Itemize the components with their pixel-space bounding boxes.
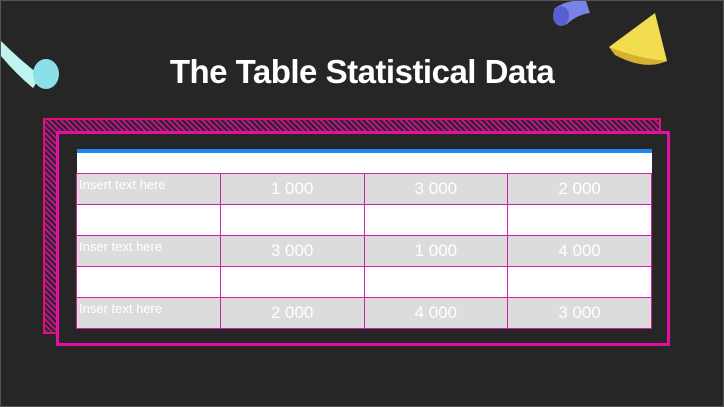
- row-label: Inser text here: [76, 234, 221, 267]
- cell-value: [507, 203, 652, 236]
- cell-value: [507, 265, 652, 298]
- cell-value: 4 000: [507, 234, 652, 267]
- cell-value: 3 000: [219, 234, 365, 267]
- table-row: [76, 203, 652, 236]
- cell-value: [219, 265, 365, 298]
- cell-value: 1 000: [219, 172, 365, 205]
- table-row: Inser text here 2 000 4 000 3 000: [76, 296, 652, 329]
- cell-value: [363, 203, 509, 236]
- row-label: [76, 265, 221, 298]
- table-row: [76, 265, 652, 298]
- slide-title: The Table Statistical Data: [169, 53, 555, 90]
- cell-value: 2 000: [507, 172, 652, 205]
- cell-value: [219, 203, 365, 236]
- table-row: Insert text here 1 000 3 000 2 000: [76, 172, 652, 205]
- row-label: [76, 203, 221, 236]
- blue-pipe-decoration: [553, 1, 590, 26]
- yellow-cone-decoration: [609, 13, 667, 65]
- cell-value: 3 000: [507, 296, 652, 329]
- data-table: Insert text here 1 000 3 000 2 000 Inser…: [76, 149, 652, 329]
- cell-value: 1 000: [363, 234, 509, 267]
- table-header-row: [76, 149, 652, 174]
- cell-value: 2 000: [219, 296, 365, 329]
- row-label: Inser text here: [76, 296, 221, 329]
- cell-value: 4 000: [363, 296, 509, 329]
- cyan-tube-decoration: [1, 41, 59, 89]
- table-row: Inser text here 3 000 1 000 4 000: [76, 234, 652, 267]
- cell-value: [363, 265, 509, 298]
- cell-value: 3 000: [363, 172, 509, 205]
- row-label: Insert text here: [76, 172, 221, 205]
